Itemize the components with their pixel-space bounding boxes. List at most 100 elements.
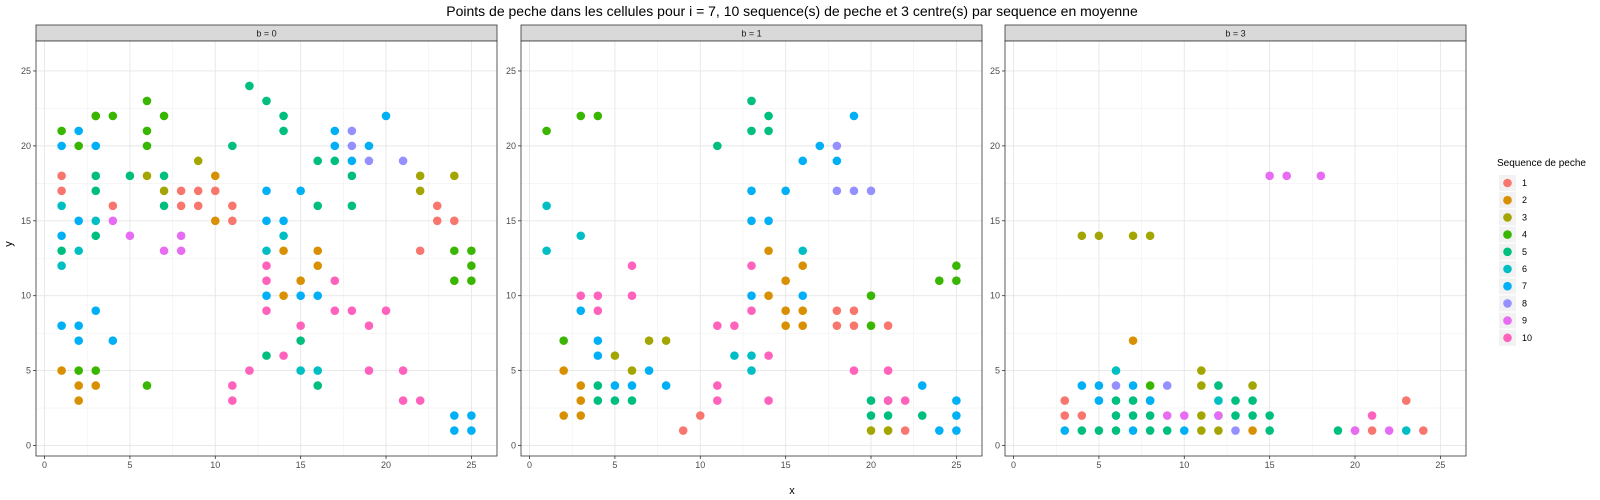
y-tick-label: 5: [995, 366, 1000, 376]
data-point: [330, 276, 340, 286]
data-point: [849, 186, 859, 196]
data-point: [593, 381, 603, 390]
legend-swatch: [1503, 281, 1512, 291]
data-point: [262, 261, 271, 271]
data-point: [57, 246, 66, 256]
x-tick-label: 10: [210, 460, 220, 470]
data-point: [900, 396, 910, 405]
data-point: [1111, 396, 1121, 405]
legend-entry: 3: [1499, 209, 1527, 226]
data-point: [1094, 426, 1104, 435]
data-point: [330, 126, 340, 136]
data-point: [1197, 381, 1206, 390]
x-tick-label: 25: [466, 460, 476, 470]
data-point: [313, 291, 323, 300]
data-point: [381, 306, 391, 315]
legend-entry: 8: [1499, 295, 1527, 312]
data-point: [1316, 171, 1326, 181]
legend-label: 4: [1522, 230, 1527, 240]
data-point: [91, 171, 101, 181]
data-point: [747, 366, 756, 375]
legend-entry: 4: [1499, 226, 1527, 243]
data-point: [713, 321, 722, 330]
data-point: [866, 291, 876, 300]
data-point: [108, 216, 118, 226]
data-point: [74, 381, 83, 390]
data-point: [1128, 231, 1138, 241]
series-4: [1145, 381, 1155, 390]
legend-swatch: [1503, 247, 1512, 257]
data-point: [296, 291, 305, 300]
data-point: [159, 246, 169, 256]
series-5: [57, 81, 357, 390]
facet-panels: b = 0 0 5 10 15 20 25 0 5 10 15 20 25 b = 1 0 5 10 15 20 25…: [21, 24, 1467, 470]
y-tick-label: 10: [990, 291, 1000, 301]
panel-border: [35, 40, 498, 457]
data-point: [1145, 396, 1155, 405]
data-point: [917, 381, 927, 390]
data-point: [593, 291, 603, 300]
y-tick-label: 10: [21, 291, 31, 301]
data-point: [952, 276, 961, 286]
data-point: [747, 261, 756, 271]
y-tick-label: 15: [506, 216, 516, 226]
series-4: [542, 111, 961, 345]
data-point: [467, 411, 476, 420]
data-point: [747, 351, 756, 360]
data-point: [210, 186, 220, 196]
data-point: [644, 366, 654, 375]
y-tick-label: 10: [506, 291, 516, 301]
chart-title: Points de peche dans les cellules pour i…: [446, 3, 1138, 19]
data-point: [1128, 381, 1138, 390]
series-7: [1060, 381, 1189, 435]
data-point: [713, 381, 722, 390]
data-point: [193, 186, 203, 196]
data-point: [1248, 396, 1257, 405]
data-point: [279, 246, 288, 256]
data-point: [593, 351, 603, 360]
data-point: [1128, 411, 1138, 420]
data-point: [279, 126, 288, 136]
y-tick-label: 5: [26, 366, 31, 376]
legend-swatch: [1503, 195, 1512, 205]
data-point: [142, 126, 152, 136]
data-point: [1077, 411, 1087, 420]
data-point: [432, 201, 442, 211]
data-point: [142, 96, 152, 106]
data-point: [450, 216, 459, 226]
data-point: [1248, 426, 1257, 435]
data-point: [279, 111, 288, 121]
data-point: [364, 156, 374, 166]
data-point: [1162, 426, 1172, 435]
data-point: [764, 246, 773, 256]
data-point: [57, 201, 66, 211]
data-point: [1384, 426, 1394, 435]
data-point: [1145, 426, 1155, 435]
data-point: [1162, 411, 1172, 420]
data-point: [1111, 411, 1121, 420]
data-point: [747, 306, 756, 315]
data-point: [193, 201, 203, 211]
data-point: [279, 216, 288, 226]
data-point: [1214, 396, 1223, 405]
data-point: [798, 246, 808, 256]
data-point: [576, 381, 586, 390]
data-point: [142, 171, 152, 181]
data-point: [91, 306, 101, 315]
data-point: [627, 366, 637, 375]
data-point: [262, 96, 271, 106]
data-point: [559, 366, 568, 375]
y-tick-label: 25: [506, 66, 516, 76]
data-point: [313, 381, 323, 390]
data-point: [849, 366, 859, 375]
data-point: [1128, 396, 1138, 405]
data-point: [1094, 381, 1104, 390]
data-point: [364, 366, 374, 375]
data-point: [866, 186, 876, 196]
gridlines: [521, 41, 982, 456]
data-point: [1265, 411, 1274, 420]
legend-swatch: [1503, 264, 1512, 274]
data-point: [91, 111, 101, 121]
legend-entry: 5: [1499, 243, 1527, 260]
